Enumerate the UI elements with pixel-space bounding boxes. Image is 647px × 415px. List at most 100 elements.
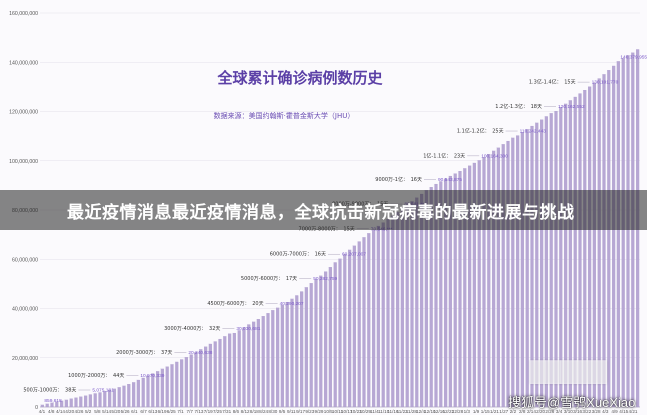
bar bbox=[103, 391, 107, 408]
milestone-range: 1亿-1.1亿： bbox=[423, 152, 451, 159]
milestone-range: 500万-1000万： bbox=[23, 388, 62, 394]
bar bbox=[328, 267, 332, 408]
bar bbox=[607, 70, 611, 408]
x-tick-label: 1/21 bbox=[490, 409, 499, 414]
chart-title: 全球累计确诊病例数历史 bbox=[216, 69, 383, 87]
milestone-range: 1.3亿-1.4亿： bbox=[529, 79, 562, 86]
bar bbox=[496, 147, 500, 408]
bar bbox=[204, 346, 208, 408]
value-label: 110,242,443 bbox=[520, 129, 547, 135]
milestone-range: 5000万-6000万： bbox=[241, 276, 283, 282]
bar bbox=[381, 222, 385, 408]
bar bbox=[266, 313, 270, 408]
x-tick-label: 2/20 bbox=[536, 409, 545, 414]
x-tick-label: 7/19 bbox=[204, 409, 213, 414]
milestone-range: 3000万-4000万： bbox=[164, 326, 206, 332]
x-tick-label: 6/1 bbox=[131, 409, 138, 414]
bar bbox=[151, 373, 155, 408]
bar bbox=[396, 212, 400, 408]
bar bbox=[108, 389, 112, 408]
bar bbox=[439, 181, 443, 408]
bar bbox=[127, 384, 131, 408]
x-tick-label: 4/3 bbox=[602, 409, 609, 414]
x-tick-label: 12/22 bbox=[443, 409, 455, 414]
bar bbox=[50, 402, 54, 408]
x-tick-label: 10/23 bbox=[350, 409, 362, 414]
bar bbox=[218, 338, 222, 408]
bar bbox=[141, 377, 145, 408]
x-tick-label: 1/3 bbox=[464, 409, 471, 414]
bar bbox=[199, 349, 203, 408]
bar bbox=[448, 175, 452, 408]
x-tick-label: 5/8 bbox=[94, 409, 101, 414]
value-label: 120,162,552 bbox=[558, 104, 585, 110]
value-label: 100,164,300 bbox=[481, 153, 508, 159]
y-tick-label: 20,000,000 bbox=[12, 356, 38, 362]
bar bbox=[564, 103, 568, 408]
bar bbox=[84, 395, 88, 408]
y-tick-label: 0 bbox=[35, 405, 38, 411]
bar bbox=[444, 178, 448, 408]
milestone-days: 23天 bbox=[454, 153, 465, 159]
bar bbox=[434, 183, 438, 408]
x-tick-label: 11/28 bbox=[406, 409, 418, 414]
bar bbox=[525, 129, 529, 408]
bar bbox=[40, 404, 44, 408]
bar bbox=[472, 162, 476, 408]
bar bbox=[79, 396, 83, 408]
bar bbox=[237, 330, 241, 408]
y-tick-label: 60,000,000 bbox=[12, 257, 38, 263]
x-tick-label: 8/30 bbox=[268, 409, 277, 414]
x-tick-label: 3/28 bbox=[592, 409, 601, 414]
milestone-range: 4500万-6000万： bbox=[207, 301, 249, 307]
sohu-watermark: 搜狐号@雪鸮XueXiao bbox=[508, 395, 636, 410]
y-tick-label: 160,000,000 bbox=[9, 11, 38, 17]
bar bbox=[228, 333, 232, 408]
bar bbox=[304, 287, 308, 408]
x-tick-label: 1/27 bbox=[499, 409, 508, 414]
x-tick-label: 10/29 bbox=[359, 409, 371, 414]
x-tick-label: 2/8 bbox=[519, 409, 526, 414]
x-tick-label: 11/4 bbox=[370, 409, 379, 414]
value-label: 20,240,638 bbox=[188, 350, 212, 356]
bar bbox=[458, 171, 462, 408]
milestone-range: 1.2亿-1.3亿： bbox=[495, 103, 528, 110]
bar bbox=[122, 385, 126, 408]
bar bbox=[271, 310, 275, 408]
bar bbox=[511, 137, 515, 408]
bar bbox=[276, 307, 280, 408]
milestone-range: 1000万-2000万： bbox=[68, 373, 110, 379]
bar bbox=[602, 74, 606, 408]
bar bbox=[367, 233, 371, 408]
bar bbox=[136, 379, 140, 408]
bar bbox=[583, 90, 587, 408]
bar bbox=[324, 271, 328, 408]
milestone-days: 32天 bbox=[209, 326, 220, 332]
x-tick-label: 4/15 bbox=[619, 409, 628, 414]
bar bbox=[295, 295, 299, 408]
x-tick-label: 9/17 bbox=[296, 409, 305, 414]
bar bbox=[333, 262, 337, 408]
x-tick-label: 5/26 bbox=[121, 409, 130, 414]
x-tick-label: 7/31 bbox=[222, 409, 231, 414]
bar bbox=[492, 150, 496, 408]
value-label: 60,207,007 bbox=[342, 252, 366, 258]
bar bbox=[468, 165, 472, 408]
x-tick-label: 3/10 bbox=[564, 409, 573, 414]
bar bbox=[372, 229, 376, 408]
x-tick-label: 6/13 bbox=[148, 409, 157, 414]
bar bbox=[391, 215, 395, 408]
bar bbox=[343, 254, 347, 408]
x-tick-label: 4/26 bbox=[74, 409, 83, 414]
bar bbox=[588, 86, 592, 408]
bar bbox=[362, 237, 366, 408]
x-tick-label: 2/26 bbox=[545, 409, 554, 414]
x-tick-label: 6/19 bbox=[158, 409, 167, 414]
bar bbox=[429, 187, 433, 408]
bar bbox=[621, 58, 625, 408]
bar bbox=[117, 387, 121, 408]
x-tick-label: 3/22 bbox=[582, 409, 591, 414]
x-tick-label: 3/4 bbox=[556, 409, 563, 414]
milestone-range: 6000万-7000万： bbox=[270, 252, 312, 258]
y-tick-label: 140,000,000 bbox=[9, 60, 38, 66]
